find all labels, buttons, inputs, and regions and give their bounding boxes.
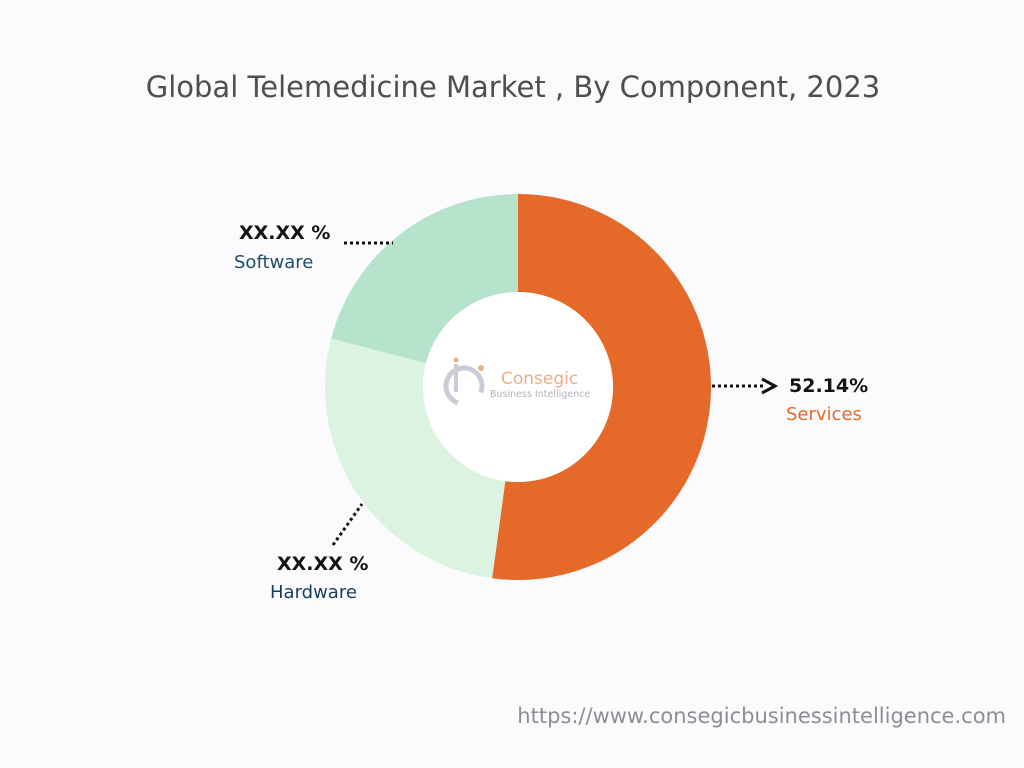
source-url: https://www.consegicbusinessintelligence… bbox=[517, 704, 1006, 728]
slice-services bbox=[492, 194, 712, 580]
hardware-percent-label: XX.XX % bbox=[277, 553, 368, 575]
logo-mark-icon bbox=[443, 357, 485, 407]
hardware-category-label: Hardware bbox=[270, 582, 357, 603]
arrow-right-icon bbox=[761, 377, 779, 395]
services-category-label: Services bbox=[786, 404, 862, 425]
donut-slices bbox=[325, 194, 712, 580]
hardware-leader-line bbox=[331, 503, 364, 546]
slice-software bbox=[331, 194, 518, 364]
chart-title: Global Telemedicine Market , By Componen… bbox=[146, 70, 880, 104]
donut-hole bbox=[423, 292, 613, 482]
software-category-label: Software bbox=[234, 252, 313, 273]
logo-name: Consegic bbox=[501, 369, 578, 389]
services-percent-label: 52.14% bbox=[789, 375, 868, 397]
slice-hardware bbox=[325, 338, 506, 579]
logo-tagline: Business Intelligence bbox=[490, 389, 590, 400]
consegic-logo: Consegic Business Intelligence bbox=[443, 357, 590, 407]
software-percent-label: XX.XX % bbox=[239, 222, 330, 244]
